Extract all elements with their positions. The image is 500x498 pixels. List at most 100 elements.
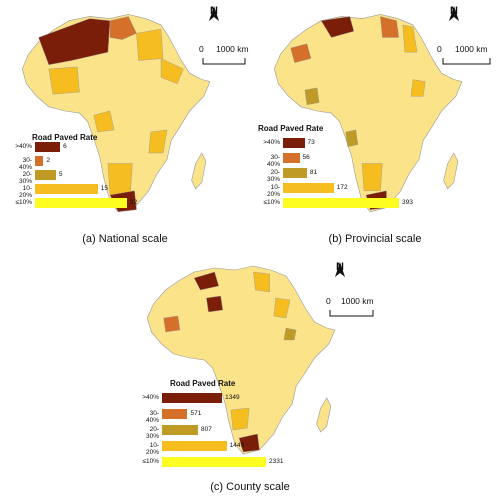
region-polygon (163, 315, 181, 333)
region-polygon (206, 295, 223, 313)
legend-count-bar (35, 170, 56, 180)
north-arrow-icon (449, 6, 459, 21)
legend-count-label: 2331 (269, 458, 284, 465)
africa-map-national (21, 14, 211, 213)
north-arrow-icon (335, 262, 345, 277)
region-fills (163, 271, 297, 453)
legend-class-label: 30-40% (18, 157, 32, 171)
legend-class-label: 20-30% (18, 171, 32, 185)
legend-count-bar (162, 393, 223, 403)
legend-class-label: ≤10% (142, 458, 159, 465)
legend-count-bar (35, 142, 61, 152)
madagascar (191, 152, 207, 190)
north-arrow: N (206, 6, 222, 21)
madagascar-outline (316, 397, 332, 433)
legend-count-bar (283, 153, 300, 163)
region-polygon (160, 58, 184, 84)
legend-count-bar (283, 183, 334, 193)
legend-class-label: >40% (15, 143, 32, 150)
legend-count-label: 56 (302, 154, 310, 161)
north-arrow: N (446, 6, 462, 21)
legend-class-label: >40% (142, 394, 159, 401)
region-fills (290, 16, 426, 210)
legend-class-label: 20-30% (145, 426, 159, 440)
africa-outline (273, 14, 463, 213)
legend-count-bar (35, 184, 98, 194)
africa-map-county (146, 265, 336, 455)
region-polygon (38, 18, 111, 66)
region-polygon (410, 79, 426, 97)
legend-class-label: 10-20% (145, 442, 159, 456)
scale-zero: 0 (326, 296, 331, 306)
legend-count-label: 807 (201, 426, 212, 433)
region-fills (38, 16, 184, 213)
legend-count-label: 5 (58, 171, 63, 178)
madagascar-outline (191, 152, 207, 190)
legend-count-bar (162, 409, 188, 419)
region-polygon (345, 129, 359, 147)
region-polygon (283, 327, 297, 341)
africa-map-provincial (273, 14, 463, 213)
caption-county: (c) County scale (210, 481, 290, 493)
legend-count-label: 22 (130, 199, 138, 206)
legend-count-bar (283, 168, 307, 178)
panel-county-scale: N 0 1000 km Road Paved Rate >40% 1349 30-4… (125, 252, 375, 498)
north-arrow: N (332, 262, 348, 277)
madagascar (316, 397, 332, 433)
caption-provincial: (b) Provincial scale (328, 233, 422, 245)
region-polygon (93, 110, 115, 133)
region-polygon (380, 16, 399, 38)
region-polygon (290, 43, 312, 63)
region-polygon (320, 16, 355, 38)
legend-class-label: 30-40% (145, 410, 159, 424)
region-polygon (148, 129, 168, 154)
legend-class-label: ≤10% (263, 199, 280, 206)
scale-distance: 1000 km (216, 44, 249, 54)
madagascar (443, 152, 459, 190)
scale-bar-line (202, 58, 246, 65)
region-polygon (253, 271, 270, 293)
africa-landmass (146, 265, 336, 455)
region-polygon (402, 24, 418, 53)
region-polygon (230, 407, 250, 431)
legend-count-bar (35, 156, 44, 166)
legend-title: Road Paved Rate (170, 379, 236, 388)
region-polygon (304, 87, 320, 105)
legend-count-label: 571 (190, 410, 202, 417)
region-polygon (238, 433, 260, 453)
legend-class-label: 10-20% (18, 185, 32, 199)
legend-count-bar (162, 457, 266, 467)
caption-national: (a) National scale (82, 233, 168, 245)
region-polygon (273, 297, 291, 319)
legend-class-label: 20-30% (266, 169, 280, 183)
legend-class-label: >40% (263, 139, 280, 146)
legend-count-label: 2 (46, 157, 50, 164)
panel-provincial-scale: N 0 1000 km Road Paved Rate >40% 73 30-40%… (250, 0, 500, 250)
region-polygon (109, 16, 137, 40)
region-polygon (48, 66, 80, 95)
legend-class-label: 30-40% (266, 154, 280, 168)
north-arrow-icon (209, 6, 219, 21)
legend-title: Road Paved Rate (32, 133, 98, 142)
panel-national-scale: N 0 1000 km Road Paved Rate >40%630-40%2… (0, 0, 250, 250)
legend-count-label: 15 (100, 185, 108, 192)
legend-count-bar (162, 441, 227, 451)
legend-count-label: 73 (307, 139, 315, 146)
legend-count-label: 1449 (229, 442, 245, 449)
scale-zero: 0 (199, 44, 204, 54)
africa-outline (146, 265, 336, 455)
legend-title: Road Paved Rate (258, 124, 324, 133)
legend-count-bar (162, 425, 198, 435)
legend-class-label: ≤10% (15, 199, 32, 206)
legend-count-label: 393 (402, 199, 413, 206)
legend-count-bar (35, 198, 127, 208)
region-polygon (136, 28, 164, 61)
legend-count-bar (283, 198, 399, 208)
scale-bar-line (442, 58, 491, 65)
legend-count-label: 6 (63, 143, 67, 150)
madagascar-outline (443, 152, 459, 190)
scale-zero: 0 (437, 44, 442, 54)
legend-count-bar (283, 138, 305, 148)
legend-class-label: 10-20% (266, 184, 280, 198)
legend-count-label: 172 (336, 184, 348, 191)
